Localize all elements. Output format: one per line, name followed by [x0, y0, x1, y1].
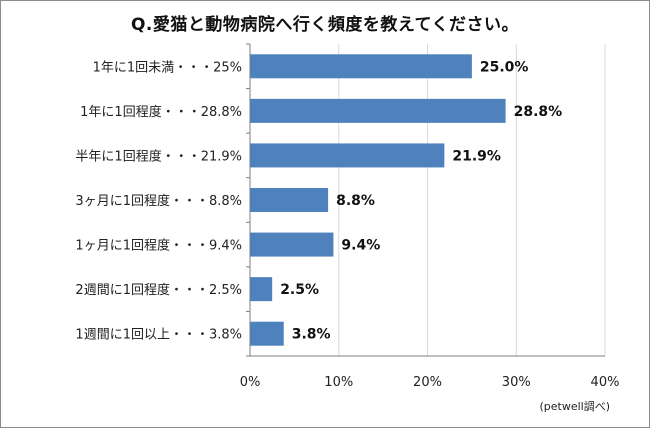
bar — [250, 98, 506, 123]
x-tick-label: 0% — [240, 375, 261, 390]
category-label: 1年に1回未満・・・25% — [93, 60, 242, 75]
category-label: 3ヶ月に1回程度・・・8.8% — [75, 193, 242, 209]
bar — [250, 143, 445, 168]
bar — [250, 54, 472, 79]
data-label: 21.9% — [452, 148, 501, 164]
category-label: 半年に1回程度・・・21.9% — [75, 148, 242, 164]
category-label: 2週間に1回程度・・・2.5% — [75, 282, 242, 298]
data-label: 8.8% — [336, 193, 375, 209]
x-tick-label: 10% — [324, 375, 353, 390]
source-note: (petwell調べ) — [539, 400, 610, 413]
x-tick-label: 40% — [591, 375, 620, 390]
data-label: 2.5% — [280, 282, 319, 298]
data-label: 25.0% — [480, 59, 529, 75]
bar — [250, 232, 334, 257]
data-label: 3.8% — [292, 327, 331, 343]
bar — [250, 321, 284, 346]
chart-title: Q.愛猫と動物病院へ行く頻度を教えてください。 — [130, 15, 520, 35]
x-tick-label: 20% — [413, 375, 442, 390]
x-tick-label: 30% — [502, 375, 531, 390]
category-label: 1ヶ月に1回程度・・・9.4% — [75, 238, 242, 254]
data-label: 9.4% — [341, 238, 380, 254]
category-label: 1年に1回程度・・・28.8% — [80, 104, 242, 120]
category-label: 1週間に1回以上・・・3.8% — [75, 328, 242, 343]
bar — [250, 277, 273, 302]
bar — [250, 188, 329, 212]
data-label: 28.8% — [514, 104, 563, 120]
